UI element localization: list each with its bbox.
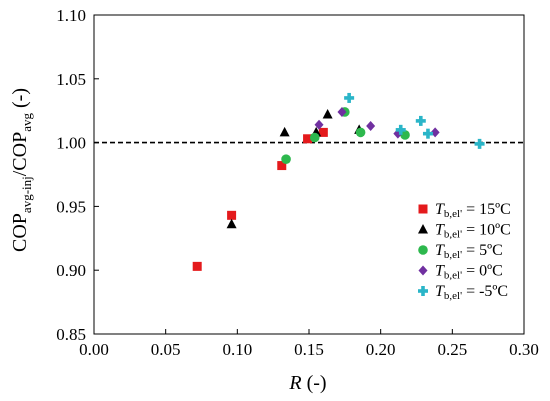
- x-axis-title: R (-): [288, 372, 326, 394]
- y-tick-label: 0.85: [56, 325, 86, 344]
- data-point-diamond: [314, 119, 324, 130]
- data-point-triangle: [322, 109, 333, 119]
- y-tick-label: 0.90: [56, 261, 86, 280]
- data-point-triangle: [226, 218, 237, 229]
- data-point-square: [318, 127, 328, 137]
- data-point-plus: [422, 128, 433, 139]
- legend-marker-square: [418, 204, 428, 214]
- data-point-square: [277, 161, 287, 171]
- data-point-circle: [355, 127, 366, 138]
- legend-marker-circle: [418, 245, 428, 255]
- data-point-square: [192, 261, 202, 271]
- legend-label: Tb,el' = 0ºC: [435, 263, 503, 282]
- data-point-plus: [344, 92, 355, 103]
- data-point-circle: [281, 154, 291, 164]
- data-point-square: [227, 210, 237, 220]
- legend-label: Tb,el' = 10ºC: [435, 222, 511, 241]
- legend-label: Tb,el' = 5ºC: [435, 242, 503, 261]
- data-point-plus: [415, 115, 426, 126]
- y-axis-title: COPavg-inj/COPavg (-): [9, 88, 34, 252]
- x-tick-label: 0.10: [222, 340, 252, 359]
- y-tick-label: 1.10: [56, 6, 86, 25]
- y-tick-label: 1.00: [56, 134, 86, 153]
- x-tick-label: 0.20: [366, 340, 396, 359]
- legend-entry: Tb,el' = 15ºC: [418, 201, 511, 220]
- legend-entry: Tb,el' = 0ºC: [418, 263, 503, 282]
- legend-entry: Tb,el' = 10ºC: [418, 222, 511, 241]
- legend-entry: Tb,el' = 5ºC: [418, 242, 503, 261]
- plot-area-frame: [93, 14, 525, 335]
- data-point-circle: [400, 130, 410, 140]
- legend-marker-plus: [418, 286, 428, 296]
- y-tick-label: 1.05: [56, 70, 86, 89]
- legend-label: Tb,el' = 15ºC: [435, 201, 511, 220]
- data-point-triangle: [279, 126, 290, 137]
- y-tick-label: 0.95: [56, 197, 86, 216]
- legend-marker-diamond: [418, 265, 428, 276]
- legend-entry: Tb,el' = -5ºC: [418, 283, 508, 302]
- data-point-plus: [474, 138, 485, 149]
- data-point-diamond: [366, 121, 376, 132]
- x-tick-label: 0.15: [294, 340, 324, 359]
- legend-marker-triangle: [418, 224, 428, 234]
- legend-label: Tb,el' = -5ºC: [435, 283, 508, 302]
- x-tick-label: 0.30: [509, 340, 539, 359]
- x-tick-label: 0.00: [79, 340, 109, 359]
- x-tick-label: 0.05: [151, 340, 181, 359]
- data-point-plus: [395, 124, 406, 135]
- data-point-square: [303, 134, 313, 144]
- data-point-circle: [309, 132, 320, 143]
- x-tick-label: 0.25: [437, 340, 467, 359]
- data-point-diamond: [337, 106, 347, 117]
